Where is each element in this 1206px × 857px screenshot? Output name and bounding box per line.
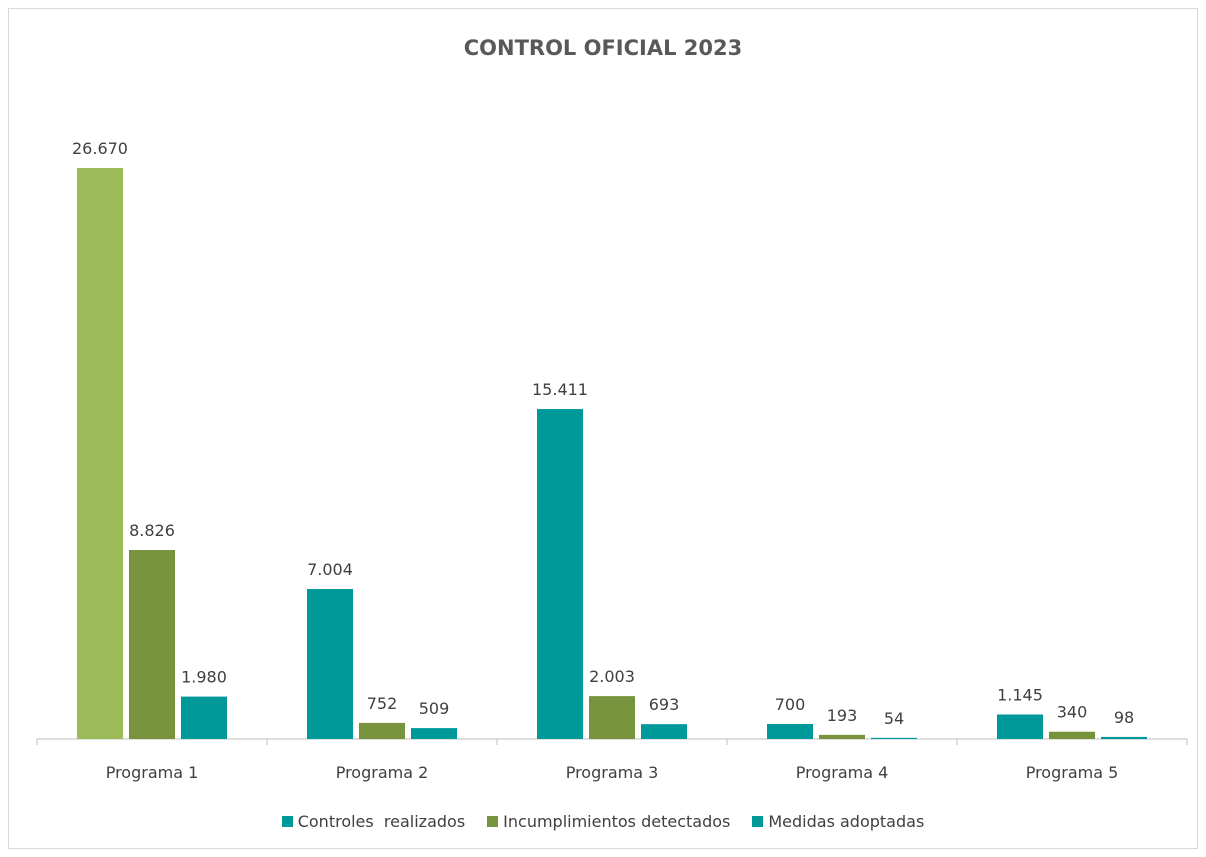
- data-label: 7.004: [307, 560, 353, 579]
- x-tick-label: Programa 1: [106, 763, 199, 782]
- bar-controles-realizados-programa-1: [77, 168, 123, 739]
- legend-item: Controles realizados: [281, 812, 466, 831]
- bar-controles-realizados-programa-3: [537, 409, 583, 739]
- data-label: 2.003: [589, 667, 635, 686]
- bar-incumplimientos-detectados-programa-2: [359, 722, 405, 739]
- bar-medidas-adoptadas-programa-1: [181, 696, 227, 739]
- bar-medidas-adoptadas-programa-5: [1101, 736, 1147, 739]
- data-label: 752: [367, 694, 398, 713]
- bar-controles-realizados-programa-5: [997, 714, 1043, 739]
- bar-medidas-adoptadas-programa-2: [411, 728, 457, 739]
- legend-swatch: [752, 816, 764, 827]
- chart-title: CONTROL OFICIAL 2023: [463, 36, 743, 60]
- data-label: 15.411: [532, 380, 588, 399]
- x-tick-label: Programa 4: [796, 763, 889, 782]
- bar-incumplimientos-detectados-programa-5: [1049, 731, 1095, 739]
- legend-label: Controles realizados: [297, 812, 466, 831]
- data-label: 509: [419, 699, 450, 718]
- legend-label: Incumplimientos detectados: [503, 812, 731, 831]
- data-label: 26.670: [72, 139, 128, 158]
- data-label: 340: [1057, 703, 1088, 722]
- bar-controles-realizados-programa-4: [767, 724, 813, 739]
- legend-swatch: [487, 816, 499, 827]
- x-tick-label: Programa 2: [336, 763, 429, 782]
- legend-label: Medidas adoptadas: [768, 812, 925, 831]
- data-label: 700: [775, 695, 806, 714]
- data-label: 98: [1114, 708, 1134, 727]
- bar-controles-realizados-programa-2: [307, 589, 353, 739]
- x-tick-label: Programa 3: [566, 763, 659, 782]
- data-label: 8.826: [129, 521, 175, 540]
- bar-incumplimientos-detectados-programa-1: [129, 550, 175, 739]
- legend-swatch: [281, 816, 293, 827]
- data-label: 193: [827, 706, 858, 725]
- bar-incumplimientos-detectados-programa-3: [589, 696, 635, 739]
- legend-item: Medidas adoptadas: [752, 812, 924, 831]
- bar-incumplimientos-detectados-programa-4: [819, 734, 865, 739]
- legend: Controles realizados Incumplimientos dete…: [0, 812, 1206, 831]
- data-label: 1.980: [181, 668, 227, 687]
- bar-medidas-adoptadas-programa-4: [871, 737, 917, 739]
- legend-item: Incumplimientos detectados: [487, 812, 730, 831]
- data-label: 54: [884, 709, 904, 728]
- bar-medidas-adoptadas-programa-3: [641, 724, 687, 739]
- data-label: 693: [649, 695, 680, 714]
- data-label: 1.145: [997, 685, 1043, 704]
- x-tick-label: Programa 5: [1026, 763, 1119, 782]
